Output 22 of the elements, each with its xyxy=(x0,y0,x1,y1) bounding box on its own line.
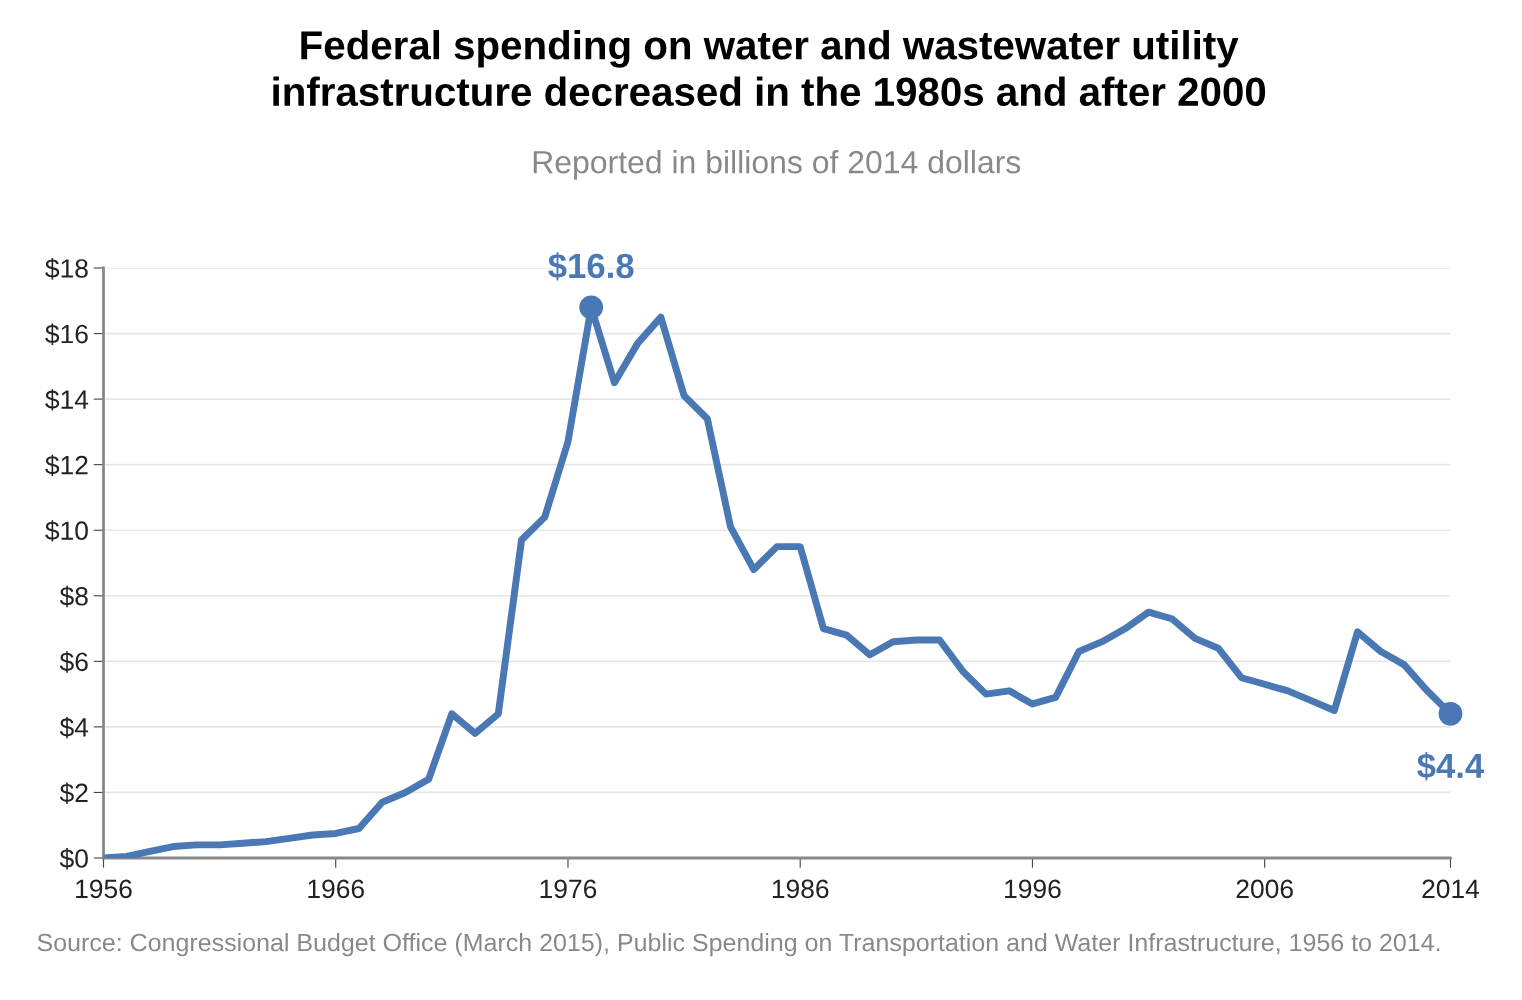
annotation: $4.4 xyxy=(1417,752,1485,781)
x-tick-label: 1976 xyxy=(540,879,597,899)
annotation: $16.8 xyxy=(548,252,634,281)
y-tick-label: $14 xyxy=(45,389,89,411)
chart-title: Federal spending on water and wastewater utility infrastructure decreased in the 1980s and after 2000 xyxy=(273,30,1266,107)
y-tick-label: $4 xyxy=(59,716,89,739)
y-tick-label: $12 xyxy=(45,454,88,477)
x-tick-label: 1966 xyxy=(308,879,364,899)
x-tick-label: 2006 xyxy=(1236,879,1293,899)
source-note: Source: Congressional Budget Office (March 2015), Public Spending on Transportation and Water Infrastructure, 1956 to 2014. xyxy=(37,933,1440,957)
y-tick-label: $10 xyxy=(45,520,88,542)
x-tick-label: 2014 xyxy=(1422,879,1480,899)
x-tick-label: 1986 xyxy=(772,879,829,899)
y-tick-label: $6 xyxy=(59,651,88,673)
y-tick-label: $8 xyxy=(59,585,88,608)
x-tick-label: 1996 xyxy=(1005,879,1061,899)
y-tick-label: $2 xyxy=(59,782,88,804)
x-tick-label: 1956 xyxy=(76,879,132,899)
y-tick-label: $18 xyxy=(45,258,88,280)
chart-subtitle: Reported in billions of 2014 dollars xyxy=(533,150,1021,180)
y-tick-label: $16 xyxy=(45,323,88,345)
y-tick-label: $0 xyxy=(59,848,88,870)
